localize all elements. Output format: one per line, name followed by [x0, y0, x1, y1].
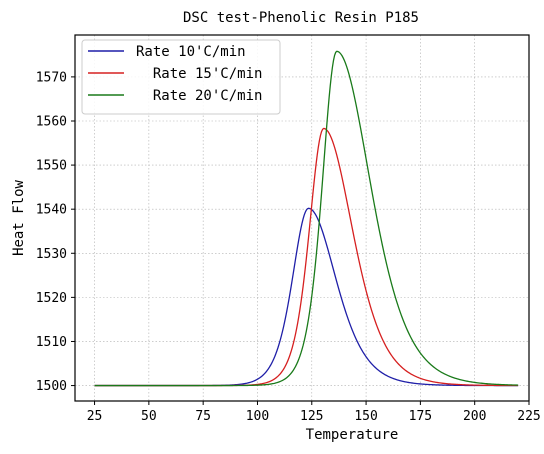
x-tick-label: 225	[517, 409, 540, 424]
series-layer	[94, 50, 519, 387]
y-tick-label: 1500	[36, 379, 67, 394]
x-tick-label: 175	[409, 409, 432, 424]
legend-box	[81, 39, 281, 115]
x-tick-label: 25	[87, 409, 103, 424]
legend: Rate 10'C/min Rate 15'C/min Rate 20'C/mi…	[81, 39, 281, 115]
x-tick-label: 50	[141, 409, 157, 424]
x-tick-label: 150	[354, 409, 377, 424]
y-tick-label: 1510	[36, 335, 67, 350]
y-tick-label: 1520	[36, 291, 67, 306]
chart-title: DSC test-Phenolic Resin P185	[183, 10, 419, 26]
legend-label-1: Rate 10'C/min	[136, 44, 246, 60]
legend-label-3: Rate 20'C/min	[136, 88, 262, 104]
plot-frame	[74, 34, 530, 402]
y-tick-label: 1530	[36, 247, 67, 262]
series-line-3	[94, 50, 519, 387]
x-tick-label: 200	[463, 409, 486, 424]
x-tick-label: 100	[246, 409, 269, 424]
series-line-1	[94, 207, 519, 387]
legend-label-2: Rate 15'C/min	[136, 66, 262, 82]
y-tick-label: 1570	[36, 70, 67, 85]
x-tick-label: 75	[195, 409, 211, 424]
x-axis-title: Temperature	[306, 427, 399, 443]
x-axis: 25 50 75 100 125 150 175 200 225	[87, 401, 541, 424]
y-tick-label: 1560	[36, 114, 67, 129]
y-axis: 1500 1510 1520 1530 1540 1550 1560 1570	[36, 70, 75, 394]
y-axis-title: Heat Flow	[11, 180, 27, 256]
y-tick-label: 1540	[36, 203, 67, 218]
series-line-2	[94, 127, 519, 387]
x-tick-label: 125	[300, 409, 323, 424]
y-tick-label: 1550	[36, 159, 67, 174]
